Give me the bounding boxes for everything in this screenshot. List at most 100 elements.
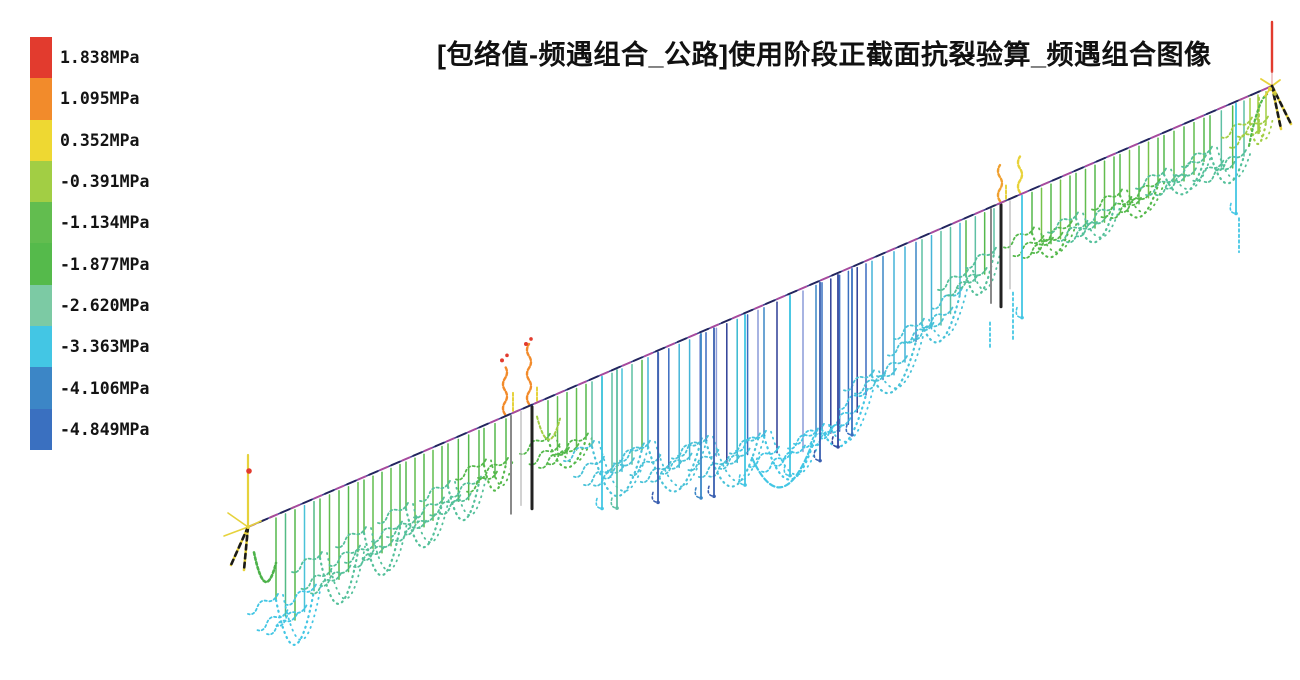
- tip-hook: [837, 387, 869, 411]
- envelope-curve: [482, 462, 508, 492]
- tip-hook: [671, 437, 703, 460]
- legend-label: -1.134MPa: [60, 213, 150, 233]
- support-leg: [1270, 84, 1283, 131]
- tip-hook: [845, 424, 854, 436]
- tip-hook: [887, 334, 919, 357]
- tip-hook: [831, 436, 840, 448]
- tip-hook: [955, 267, 988, 290]
- envelope-curve: [590, 445, 644, 497]
- tension-spike: [996, 163, 1004, 203]
- tip-hook: [1022, 236, 1054, 259]
- legend-colorbar: 1.838MPa 1.095MPa 0.352MPa -0.391MPa -1.134M…: [30, 37, 149, 450]
- tip-hook: [329, 544, 361, 567]
- tip-hook: [362, 538, 394, 562]
- tip-hook: [413, 496, 445, 519]
- tip-hook: [813, 449, 822, 462]
- axis-triad-icon: [223, 526, 249, 537]
- tip-hook: [1135, 167, 1167, 190]
- tip-hook: [931, 287, 963, 310]
- tip-hook: [729, 432, 761, 455]
- tip-hook: [595, 497, 604, 510]
- legend-label: -3.363MPa: [60, 337, 150, 357]
- tip-hook: [386, 516, 418, 539]
- tip-hook: [639, 460, 672, 484]
- envelope-curve: [762, 433, 818, 481]
- tension-spike-tip: [505, 353, 509, 358]
- envelope-curve: [282, 584, 322, 641]
- tip-hook: [697, 455, 730, 479]
- tip-hook: [1012, 234, 1045, 258]
- tip-hook: [1129, 178, 1161, 201]
- envelope-curve: [370, 521, 408, 572]
- legend-item: -1.134MPa: [30, 202, 150, 244]
- legend-label: 1.095MPa: [60, 89, 140, 109]
- tip-hook: [660, 452, 693, 475]
- legend-label: -4.849MPa: [60, 419, 150, 439]
- tip-hook: [893, 317, 925, 341]
- tip-hook: [912, 318, 944, 341]
- tip-hook: [738, 474, 747, 486]
- tip-hook: [1229, 126, 1261, 149]
- tension-spike-tip: [500, 358, 504, 363]
- tip-hook: [707, 485, 716, 498]
- legend-swatch: [30, 367, 52, 409]
- tip-hook: [946, 274, 979, 297]
- envelope-curve: [1126, 179, 1166, 214]
- envelope-curve: [920, 293, 962, 344]
- tip-hook: [801, 426, 834, 449]
- tip-hook: [854, 372, 886, 395]
- left-support-center: [246, 525, 250, 529]
- tension-spike-tip: [524, 341, 528, 346]
- tip-hook: [921, 306, 954, 329]
- legend-label: 1.838MPa: [60, 48, 140, 68]
- envelope-curve: [646, 443, 702, 493]
- tip-hook: [528, 443, 561, 466]
- tip-hook: [965, 246, 997, 269]
- envelope-curve: [454, 476, 487, 516]
- legend-swatch: [30, 326, 52, 368]
- legend-item: -3.363MPa: [30, 326, 150, 368]
- tip-hook: [619, 439, 651, 463]
- tip-hook: [1145, 174, 1177, 197]
- envelope-curve: [1170, 155, 1212, 191]
- tip-hook: [651, 491, 660, 504]
- tip-hook: [450, 475, 482, 498]
- tip-hook: [335, 526, 367, 549]
- legend-item: 1.838MPa: [30, 37, 149, 79]
- tip-hook: [593, 464, 625, 487]
- tip-hook: [793, 422, 825, 446]
- tip-hook: [774, 444, 806, 467]
- legend-item: -2.620MPa: [30, 284, 149, 327]
- tip-hook: [1091, 188, 1123, 211]
- tip-hook: [538, 446, 570, 469]
- tip-hook: [377, 502, 409, 525]
- axis-triad-icon: [227, 512, 249, 528]
- envelope-curve: [1216, 146, 1252, 180]
- tip-hook: [300, 567, 333, 591]
- tip-hook: [1031, 231, 1064, 254]
- tip-hook: [1015, 306, 1024, 319]
- tension-spike: [1016, 155, 1024, 194]
- support-leg: [242, 525, 250, 572]
- tip-hook: [466, 470, 498, 493]
- legend-item: -4.106MPa: [30, 367, 149, 409]
- tip-hook: [843, 369, 875, 392]
- legend-swatch: [30, 119, 52, 161]
- left-support-node: [246, 468, 252, 474]
- envelope-curve: [1074, 207, 1116, 244]
- legend-swatch: [30, 160, 52, 203]
- tip-hook: [1085, 202, 1117, 225]
- envelope-curve: [828, 388, 874, 443]
- tip-hook: [761, 450, 793, 473]
- tip-hook: [247, 593, 279, 616]
- envelope-arc: [536, 415, 561, 441]
- legend-item: -4.849MPa: [30, 408, 150, 450]
- tip-hook: [439, 492, 472, 516]
- tension-spike-tip: [529, 337, 533, 341]
- tip-hook: [613, 442, 645, 465]
- tip-hook: [937, 268, 969, 292]
- tip-hook: [477, 456, 509, 480]
- tip-hook: [353, 545, 385, 569]
